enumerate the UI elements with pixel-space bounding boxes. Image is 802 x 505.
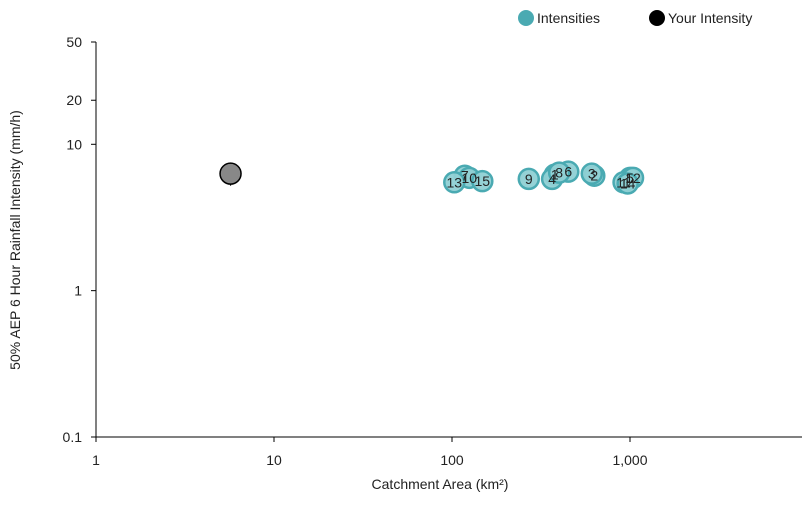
x-axis-title: Catchment Area (km²): [372, 476, 509, 492]
intensity-point: [443, 171, 466, 194]
point-label: 2: [590, 168, 598, 184]
intensity-point: [471, 169, 494, 193]
legend-label-your-intensity: Your Intensity: [668, 10, 752, 26]
point-label: 15: [475, 173, 491, 189]
point-label: 12: [625, 170, 641, 186]
y-tick-label: 1: [74, 283, 82, 299]
point-label: 8: [555, 165, 563, 181]
legend-label-intensities: Intensities: [537, 10, 600, 26]
legend-marker-intensities: [518, 10, 534, 26]
point-label: 4: [548, 171, 556, 187]
x-tick-label: 10: [266, 452, 282, 468]
point-label: 1: [551, 167, 559, 183]
legend-marker-your-intensity: [649, 10, 665, 26]
intensity-point: [547, 161, 571, 184]
point-label: 13: [446, 174, 462, 190]
point-label: 7: [461, 168, 469, 184]
y-tick-label: 10: [66, 136, 82, 152]
point-label: 14: [620, 175, 636, 191]
intensity-point: [616, 172, 639, 195]
x-tick-label: 1,000: [612, 452, 647, 468]
y-axis-ticks: 0.1 1 10 20 50: [63, 34, 96, 445]
y-tick-label: 20: [66, 92, 82, 108]
point-label: 9: [525, 171, 533, 187]
your-intensity-point: [219, 162, 242, 185]
x-tick-label: 1: [92, 452, 100, 468]
x-axis-ticks: 1 10 100 1,000: [92, 437, 648, 468]
x-tick-label: 100: [440, 452, 464, 468]
point-label: 11: [616, 174, 631, 190]
y-tick-label: 50: [66, 34, 82, 50]
legend: Intensities Your Intensity: [518, 10, 752, 26]
point-label: 5: [626, 170, 634, 186]
point-label: 6: [564, 164, 572, 180]
intensity-point: [517, 167, 541, 191]
point-label: 10: [461, 170, 477, 186]
point-label: 3: [588, 166, 596, 182]
y-axis-title: 50% AEP 6 Hour Rainfall Intensity (mm/h): [7, 110, 23, 370]
intensity-point: [580, 162, 604, 185]
y-tick-label: 0.1: [63, 429, 83, 445]
